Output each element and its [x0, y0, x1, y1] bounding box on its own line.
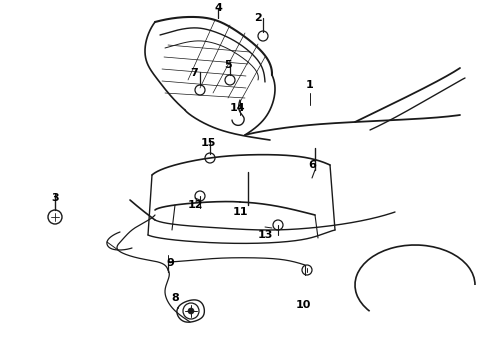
- Text: 15: 15: [200, 138, 216, 148]
- Text: 2: 2: [254, 13, 262, 23]
- Text: 7: 7: [190, 68, 198, 78]
- Text: 10: 10: [295, 300, 311, 310]
- Text: 11: 11: [232, 207, 248, 217]
- Text: 4: 4: [214, 3, 222, 13]
- Text: 13: 13: [257, 230, 273, 240]
- Text: 6: 6: [308, 160, 316, 170]
- Circle shape: [188, 308, 194, 314]
- Text: 9: 9: [166, 258, 174, 268]
- Text: 12: 12: [187, 200, 203, 210]
- Text: 1: 1: [306, 80, 314, 90]
- Text: 5: 5: [224, 60, 232, 70]
- Text: 8: 8: [171, 293, 179, 303]
- Text: 3: 3: [51, 193, 59, 203]
- Text: 14: 14: [229, 103, 245, 113]
